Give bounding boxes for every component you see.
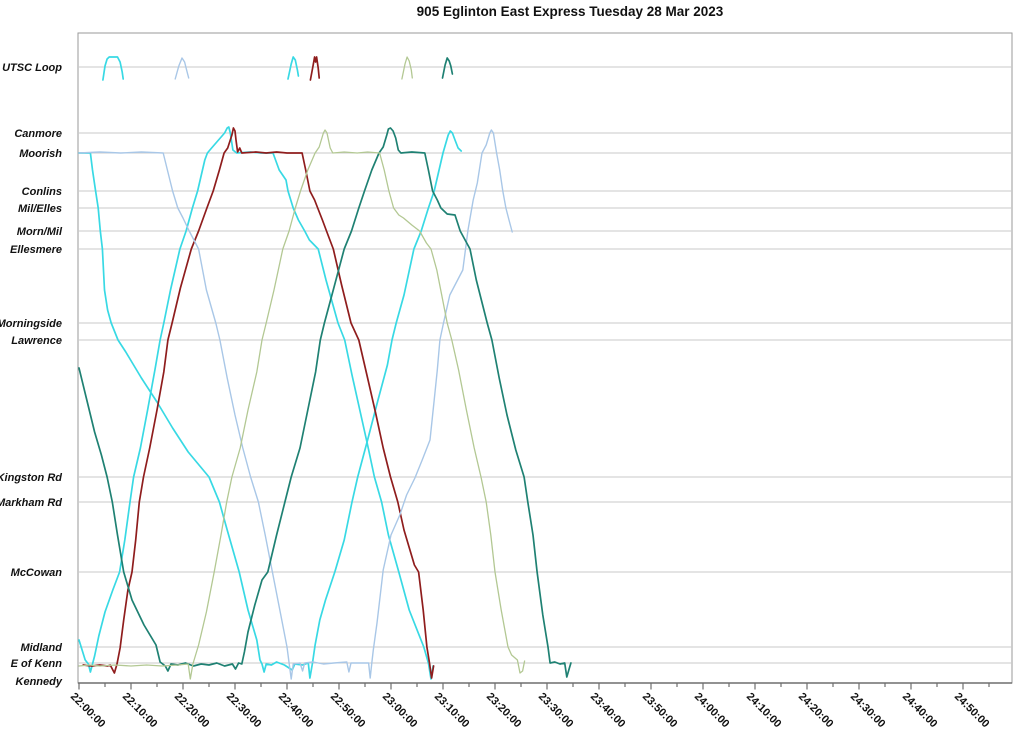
x-tick-label-22-50-00: 22:50:00: [328, 691, 368, 731]
loop-arc-utsc-arc-cyan-1: [102, 56, 125, 81]
stop-label-conlins: Conlins: [22, 186, 62, 198]
stop-label-mccowan: McCowan: [11, 567, 63, 579]
stop-label-moorish: Moorish: [19, 148, 62, 160]
loop-arc-utsc-arc-darkred: [309, 56, 321, 81]
x-tick-label-24-00-00: 24:00:00: [692, 691, 732, 731]
x-tick-label-23-40-00: 23:40:00: [588, 691, 628, 731]
x-tick-label-22-40-00: 22:40:00: [276, 691, 316, 731]
x-tick-label-23-00-00: 23:00:00: [380, 691, 420, 731]
loop-arc-utsc-arc-teal: [441, 57, 454, 79]
stop-label-midland: Midland: [20, 642, 62, 654]
x-tick-label-22-20-00: 22:20:00: [172, 691, 212, 731]
stop-label-utsc-loop: UTSC Loop: [2, 62, 62, 74]
loop-arc-utsc-arc-olive: [401, 56, 413, 80]
x-tick-label-23-10-00: 23:10:00: [432, 691, 472, 731]
loop-arc-utsc-arc-lightblue: [174, 57, 190, 80]
x-tick-label-24-40-00: 24:40:00: [900, 691, 940, 731]
trip-line-run-teal: [78, 127, 572, 678]
x-tick-label-22-00-00: 22:00:00: [68, 691, 108, 731]
trip-line-run-lightblue: [78, 129, 513, 680]
loop-arc-utsc-arc-cyan-2: [287, 56, 300, 80]
x-tick-label-23-50-00: 23:50:00: [640, 691, 680, 731]
chart-title: 905 Eglinton East Express Tuesday 28 Mar…: [416, 4, 724, 19]
stop-label-ellesmere: Ellesmere: [10, 244, 62, 256]
x-tick-label-24-20-00: 24:20:00: [796, 691, 836, 731]
stop-label-lawrence: Lawrence: [11, 335, 62, 347]
x-tick-label-24-10-00: 24:10:00: [744, 691, 784, 731]
x-tick-label-23-30-00: 23:30:00: [536, 691, 576, 731]
stop-label-markham-rd: Markham Rd: [0, 497, 62, 509]
x-tick-label-22-30-00: 22:30:00: [224, 691, 264, 731]
trip-line-run-cyan-2: [78, 126, 434, 680]
stop-label-canmore: Canmore: [14, 128, 62, 140]
stop-label-morn-mil: Morn/Mil: [17, 226, 63, 238]
trip-line-run-darkred: [82, 127, 435, 679]
stop-label-kingston-rd: Kingston Rd: [0, 472, 62, 484]
x-tick-label-24-50-00: 24:50:00: [952, 691, 992, 731]
x-tick-label-24-30-00: 24:30:00: [848, 691, 888, 731]
stop-label-morningside: Morningside: [0, 318, 62, 330]
x-tick-label-22-10-00: 22:10:00: [120, 691, 160, 731]
stop-label-kennedy: Kennedy: [16, 676, 63, 688]
x-tick-label-23-20-00: 23:20:00: [484, 691, 524, 731]
stop-label-e-of-kenn: E of Kenn: [11, 658, 63, 670]
trip-line-run-olive: [78, 129, 526, 680]
plot-area-border: [77, 32, 1013, 684]
stop-label-mil-elles: Mil/Elles: [18, 203, 62, 215]
